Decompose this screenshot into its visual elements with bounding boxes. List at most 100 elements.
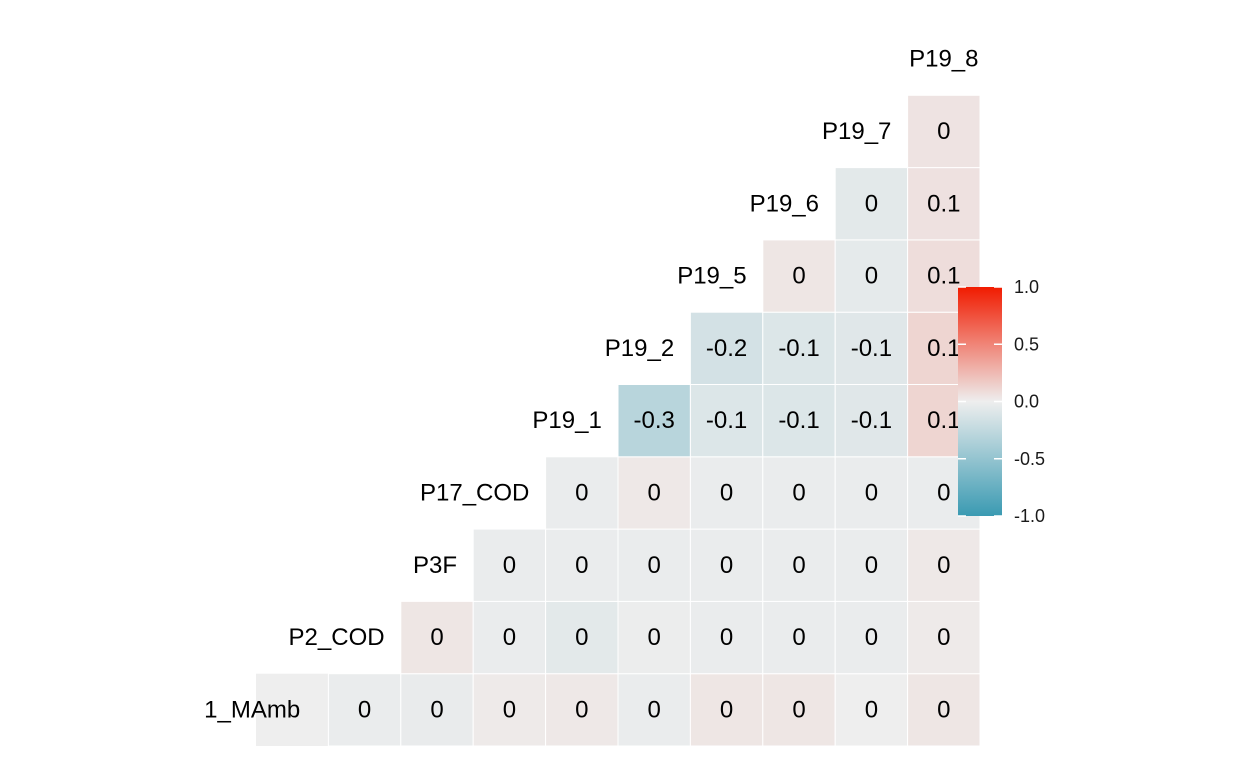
cell-value-label: 0 — [358, 696, 371, 723]
heatmap-cell — [762, 311, 836, 386]
legend-tick-label: -0.5 — [1014, 449, 1045, 469]
heatmap-cell — [834, 311, 909, 386]
color-legend: 1.0 0.5 0.0 -0.5 -1.0 — [958, 277, 1045, 526]
heatmap-cell — [907, 167, 981, 241]
cell-value-label: -0.1 — [778, 335, 819, 362]
heatmap-row-labels: 1_MAmb P2_COD P3F P17_COD P19_1 P19_2 P19_5 P19… — [204, 46, 978, 724]
heatmap-cell — [907, 673, 981, 747]
cell-value-label: -0.1 — [706, 407, 747, 434]
cell-value-label: -0.3 — [634, 407, 675, 434]
legend-tick-label: -1.0 — [1014, 506, 1045, 526]
cell-value-label: 0 — [865, 263, 878, 290]
heatmap-cell — [834, 600, 909, 675]
cell-value-label: 0 — [430, 624, 443, 651]
heatmap-cell — [762, 384, 836, 458]
cell-value-label: 0 — [575, 479, 588, 506]
variable-label: P2_COD — [289, 624, 385, 651]
cell-value-label: 0 — [648, 624, 661, 651]
heatmap-cell — [834, 673, 909, 747]
variable-label: P19_2 — [605, 335, 674, 362]
cell-value-label: 0 — [720, 552, 733, 579]
cell-value-label: 0 — [937, 118, 950, 145]
variable-label: P19_1 — [532, 407, 601, 434]
heatmap-cell — [400, 600, 474, 675]
cell-value-label: 0.1 — [927, 407, 960, 434]
legend-tick-label: 1.0 — [1014, 277, 1039, 297]
heatmap-cell — [907, 528, 981, 602]
cell-value-label: 0.1 — [927, 263, 960, 290]
heatmap-cell — [327, 673, 402, 747]
variable-label: P19_6 — [750, 190, 819, 217]
cell-value-label: -0.1 — [778, 407, 819, 434]
heatmap-cell — [689, 600, 764, 675]
heatmap-cell — [545, 456, 619, 530]
cell-value-label: 0 — [937, 479, 950, 506]
diagonal-cell — [256, 673, 329, 746]
cell-value-label: -0.1 — [851, 407, 892, 434]
cell-value-label: 0 — [792, 624, 805, 651]
variable-label: P17_COD — [420, 479, 529, 506]
legend-tick-label: 0.5 — [1014, 334, 1039, 354]
variable-label: P19_5 — [677, 263, 746, 290]
heatmap-cell — [907, 94, 981, 169]
heatmap-cell — [545, 528, 619, 602]
heatmap-cell — [617, 600, 691, 675]
cell-value-label: 0 — [865, 696, 878, 723]
cell-value-label: 0 — [792, 552, 805, 579]
cell-value-label: 0 — [720, 624, 733, 651]
heatmap-cell — [472, 600, 547, 675]
heatmap-cells — [256, 94, 981, 747]
cell-value-label: 0.1 — [927, 190, 960, 217]
cell-value-label: 0 — [648, 552, 661, 579]
cell-value-label: 0 — [865, 552, 878, 579]
cell-value-label: 0 — [937, 696, 950, 723]
heatmap-cell — [472, 528, 547, 602]
heatmap-cell — [545, 673, 619, 747]
cell-value-label: 0 — [503, 696, 516, 723]
heatmap-cell — [545, 600, 619, 675]
cell-value-label: 0 — [648, 696, 661, 723]
cell-value-label: 0 — [575, 696, 588, 723]
cell-value-label: 0 — [720, 696, 733, 723]
cell-value-label: 0 — [792, 263, 805, 290]
heatmap-cell — [834, 528, 909, 602]
heatmap-cell — [762, 528, 836, 602]
legend-tick-label: 0.0 — [1014, 392, 1039, 412]
heatmap-cell — [834, 456, 909, 530]
variable-label: P19_7 — [822, 118, 891, 145]
cell-value-label: 0 — [430, 696, 443, 723]
heatmap-cell — [834, 167, 909, 241]
cell-value-label: 0 — [575, 624, 588, 651]
cell-value-label: 0 — [575, 552, 588, 579]
cell-value-label: 0 — [792, 696, 805, 723]
cell-value-label: -0.1 — [851, 335, 892, 362]
cell-value-label: 0 — [648, 479, 661, 506]
variable-label: P19_8 — [909, 46, 978, 73]
heatmap-cell — [617, 456, 691, 530]
cell-value-label: -0.2 — [706, 335, 747, 362]
heatmap-cell-labels: 0 0 0 0 0 0 0 0 0 0 0 0 0 0 0 0 0 0 0 0 0 0 0 0 0 0 0 0 0 0 -0.3 -0.1 -0… — [358, 118, 961, 723]
heatmap-cell — [689, 673, 764, 747]
heatmap-cell — [689, 311, 764, 386]
variable-label: P3F — [413, 552, 457, 579]
heatmap-cell — [907, 600, 981, 675]
cell-value-label: 0 — [937, 552, 950, 579]
cell-value-label: 0 — [503, 624, 516, 651]
cell-value-label: 0 — [503, 552, 516, 579]
cell-value-label: 0.1 — [927, 335, 960, 362]
cell-value-label: 0 — [865, 190, 878, 217]
heatmap-cell — [762, 600, 836, 675]
cell-value-label: 0 — [937, 624, 950, 651]
heatmap-cell — [617, 384, 691, 458]
cell-value-label: 0 — [865, 624, 878, 651]
heatmap-cell — [617, 673, 691, 747]
heatmap-cell — [472, 673, 547, 747]
cell-value-label: 0 — [865, 479, 878, 506]
variable-label: 1_MAmb — [204, 696, 300, 723]
cell-value-label: 0 — [792, 479, 805, 506]
cell-value-label: 0 — [720, 479, 733, 506]
legend-ticks: 1.0 0.5 0.0 -0.5 -1.0 — [958, 277, 1045, 526]
heatmap-cell — [617, 528, 691, 602]
heatmap-cell — [762, 673, 836, 747]
